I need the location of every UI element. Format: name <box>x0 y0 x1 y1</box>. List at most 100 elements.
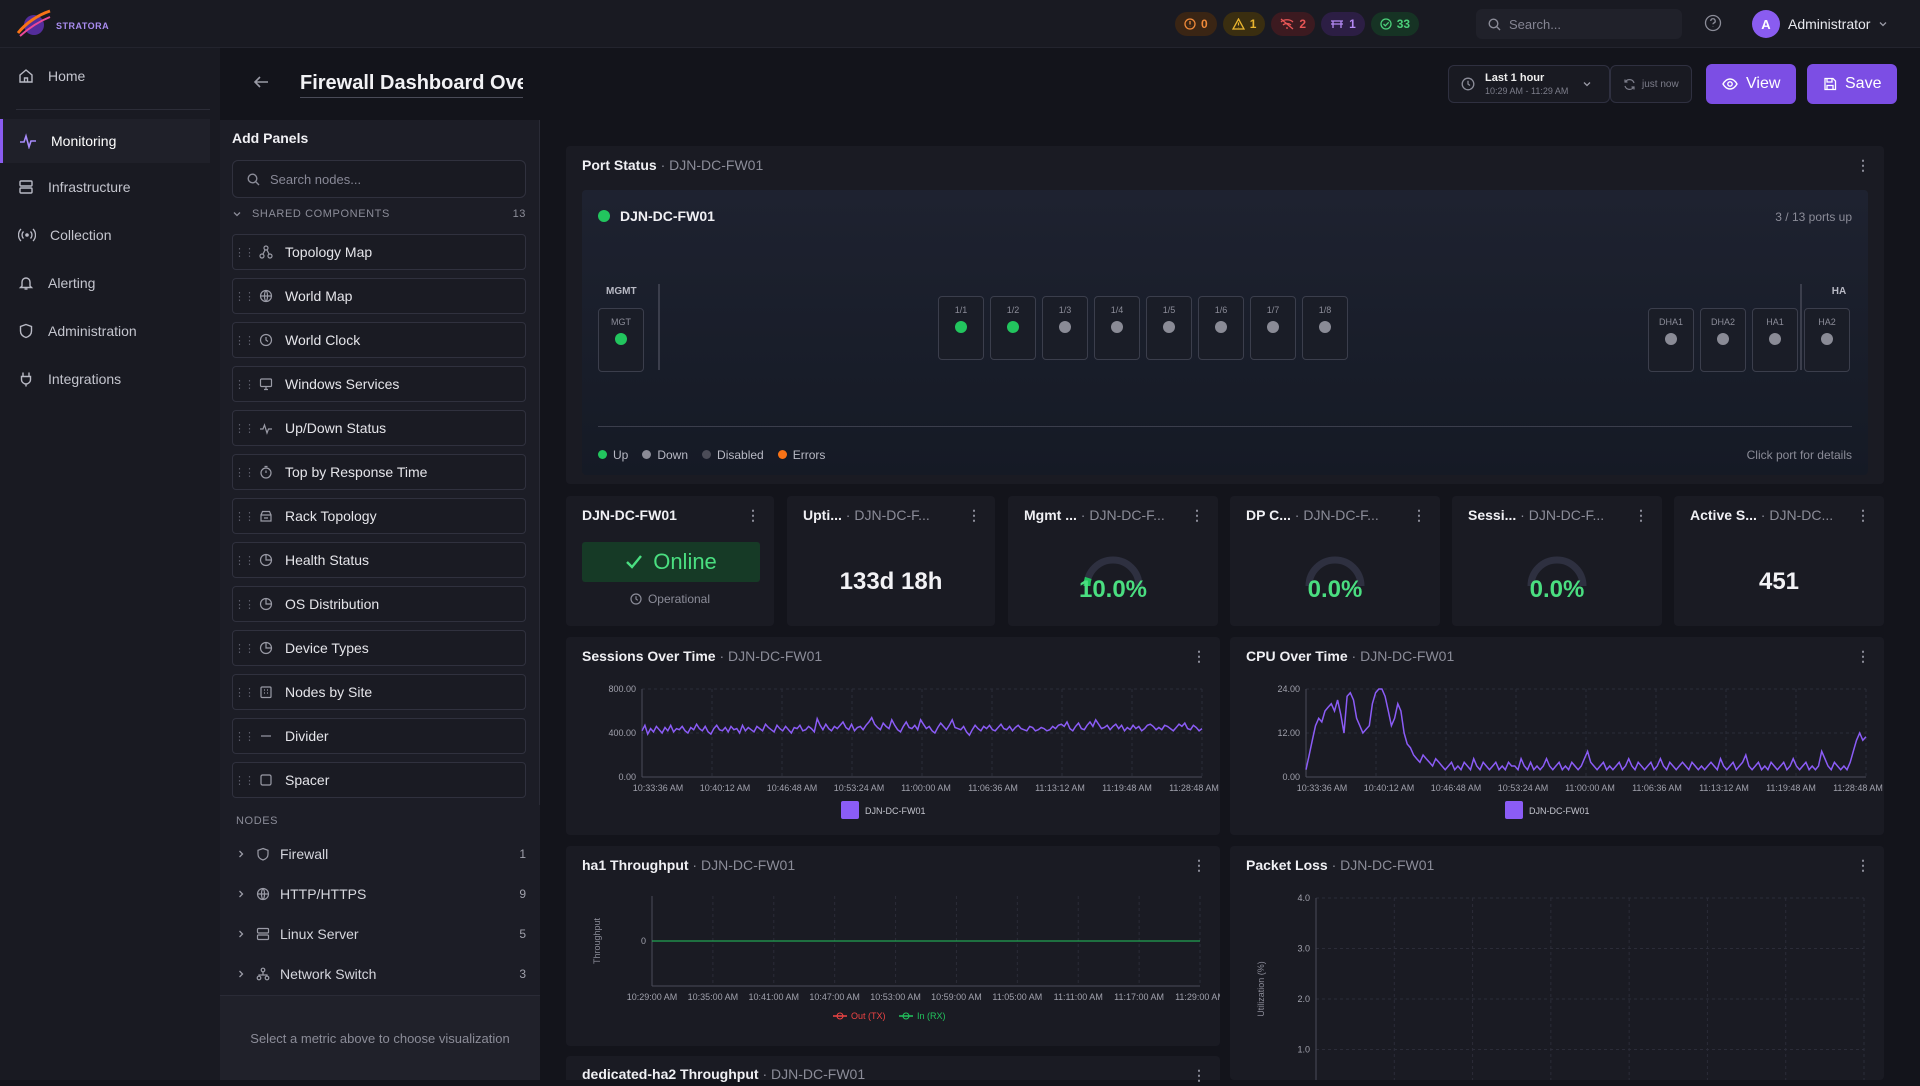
refresh-button[interactable]: just now <box>1610 65 1692 103</box>
time-range-picker[interactable]: Last 1 hour 10:29 AM - 11:29 AM <box>1448 65 1610 103</box>
drag-handle-icon[interactable]: ⋮⋮ <box>234 466 255 479</box>
panel-menu-button[interactable]: ⋮ <box>1192 1067 1206 1083</box>
warning-count: 1 <box>1249 17 1257 31</box>
error-count-badge[interactable]: 0 <box>1175 12 1217 36</box>
active-sessions-tile: Active S... · DJN-DC... ⋮ 451 <box>1674 496 1884 626</box>
down-count-badge[interactable]: 2 <box>1271 12 1316 36</box>
node-group[interactable]: Linux Server 5 <box>236 919 526 949</box>
port-mgt[interactable]: MGT <box>598 308 644 372</box>
check-icon <box>626 555 643 569</box>
panel-menu-button[interactable]: ⋮ <box>1634 507 1648 523</box>
sessions-util-tile: Sessi... · DJN-DC-F... ⋮ 0.0% <box>1452 496 1662 626</box>
port-status-dot <box>1215 321 1227 333</box>
help-button[interactable] <box>1704 14 1722 37</box>
drag-handle-icon[interactable]: ⋮⋮ <box>234 422 255 435</box>
shared-components-header[interactable]: SHARED COMPONENTS 13 <box>232 208 526 220</box>
drag-handle-icon[interactable]: ⋮⋮ <box>234 290 255 303</box>
component-item[interactable]: ⋮⋮ Rack Topology <box>232 498 526 534</box>
panel-menu-button[interactable]: ⋮ <box>1856 157 1870 173</box>
panel-header: DJN-DC-FW01 <box>582 507 734 527</box>
x-tick-label: 11:13:12 AM <box>1035 783 1085 793</box>
panel-menu-button[interactable]: ⋮ <box>1192 648 1206 664</box>
port-legend: Up Down Disabled Errors <box>598 448 825 462</box>
global-search[interactable]: Search... <box>1476 9 1682 39</box>
component-item[interactable]: ⋮⋮ Topology Map <box>232 234 526 270</box>
panel-menu-button[interactable]: ⋮ <box>1856 857 1870 873</box>
component-item[interactable]: ⋮⋮ Divider <box>232 718 526 754</box>
logo[interactable]: STRATORA <box>16 9 109 39</box>
square-icon <box>260 774 272 786</box>
port-1-7[interactable]: 1/7 <box>1250 296 1296 360</box>
drag-handle-icon[interactable]: ⋮⋮ <box>234 598 255 611</box>
nav-home[interactable]: Home <box>0 56 210 96</box>
port-1-3[interactable]: 1/3 <box>1042 296 1088 360</box>
panel-menu-button[interactable]: ⋮ <box>746 507 760 523</box>
legend-swatch <box>777 450 787 459</box>
drag-handle-icon[interactable]: ⋮⋮ <box>234 686 255 699</box>
port-1-4[interactable]: 1/4 <box>1094 296 1140 360</box>
user-menu[interactable]: A Administrator <box>1752 10 1888 38</box>
port-1-8[interactable]: 1/8 <box>1302 296 1348 360</box>
port-dha2[interactable]: DHA2 <box>1700 308 1746 372</box>
node-group[interactable]: Network Switch 3 <box>236 959 526 989</box>
nav-integrations[interactable]: Integrations <box>0 359 210 399</box>
port-ha2[interactable]: HA2 <box>1804 308 1850 372</box>
nav-alerting[interactable]: Alerting <box>0 263 210 303</box>
panel-menu-button[interactable]: ⋮ <box>1856 507 1870 523</box>
port-ha1[interactable]: HA1 <box>1752 308 1798 372</box>
port-1-2[interactable]: 1/2 <box>990 296 1036 360</box>
panel-menu-button[interactable]: ⋮ <box>1192 857 1206 873</box>
component-item[interactable]: ⋮⋮ Nodes by Site <box>232 674 526 710</box>
drag-handle-icon[interactable]: ⋮⋮ <box>234 378 255 391</box>
port-dha1[interactable]: DHA1 <box>1648 308 1694 372</box>
component-label: Rack Topology <box>285 508 377 524</box>
legend-marker <box>836 1012 844 1020</box>
component-item[interactable]: ⋮⋮ Health Status <box>232 542 526 578</box>
nav-monitoring[interactable]: Monitoring <box>0 119 210 163</box>
drag-handle-icon[interactable]: ⋮⋮ <box>234 554 255 567</box>
component-item[interactable]: ⋮⋮ Spacer <box>232 762 526 798</box>
port-1-1[interactable]: 1/1 <box>938 296 984 360</box>
cpu-chart-panel: CPU Over Time · DJN-DC-FW01 ⋮ 24.00 12.00… <box>1230 637 1884 835</box>
drag-handle-icon[interactable]: ⋮⋮ <box>234 642 255 655</box>
drag-handle-icon[interactable]: ⋮⋮ <box>234 246 255 259</box>
port-1-6[interactable]: 1/6 <box>1198 296 1244 360</box>
nav-collection-label: Collection <box>50 227 112 243</box>
drag-handle-icon[interactable]: ⋮⋮ <box>234 510 255 523</box>
component-item[interactable]: ⋮⋮ OS Distribution <box>232 586 526 622</box>
port-1-5[interactable]: 1/5 <box>1146 296 1192 360</box>
nav-infrastructure[interactable]: Infrastructure <box>0 167 210 207</box>
component-item[interactable]: ⋮⋮ Top by Response Time <box>232 454 526 490</box>
save-button[interactable]: Save <box>1807 64 1898 104</box>
component-item[interactable]: ⋮⋮ Up/Down Status <box>232 410 526 446</box>
view-button[interactable]: View <box>1706 64 1797 104</box>
component-label: Health Status <box>285 552 370 568</box>
component-item[interactable]: ⋮⋮ Windows Services <box>232 366 526 402</box>
x-tick-label: 11:29:00 AM <box>1175 992 1220 1002</box>
nav-administration[interactable]: Administration <box>0 311 210 351</box>
panel-source: DJN-DC-F... <box>1528 507 1605 523</box>
node-search-input[interactable]: Search nodes... <box>232 160 526 198</box>
node-group[interactable]: HTTP/HTTPS 9 <box>236 879 526 909</box>
dashboard-title-input[interactable]: Firewall Dashboard Overview <box>300 72 523 98</box>
panel-menu-button[interactable]: ⋮ <box>967 507 981 523</box>
nav-collection[interactable]: Collection <box>0 215 210 255</box>
node-group[interactable]: Firewall 1 <box>236 839 526 869</box>
panel-menu-button[interactable]: ⋮ <box>1190 507 1204 523</box>
back-button[interactable] <box>252 74 270 95</box>
chevron-right-icon <box>239 890 244 898</box>
drag-handle-icon[interactable]: ⋮⋮ <box>234 774 255 787</box>
drag-handle-icon[interactable]: ⋮⋮ <box>234 730 255 743</box>
drag-handle-icon[interactable]: ⋮⋮ <box>234 334 255 347</box>
legend-label: Down <box>657 448 689 462</box>
component-item[interactable]: ⋮⋮ World Clock <box>232 322 526 358</box>
component-item[interactable]: ⋮⋮ Device Types <box>232 630 526 666</box>
component-item[interactable]: ⋮⋮ World Map <box>232 278 526 314</box>
warning-count-badge[interactable]: 1 <box>1222 12 1266 36</box>
x-tick-label: 11:00:00 AM <box>1565 783 1615 793</box>
maintenance-count-badge[interactable]: 1 <box>1321 12 1365 36</box>
panel-menu-button[interactable]: ⋮ <box>1856 648 1870 664</box>
panel-menu-button[interactable]: ⋮ <box>1412 507 1426 523</box>
up-count-badge[interactable]: 33 <box>1370 12 1420 36</box>
